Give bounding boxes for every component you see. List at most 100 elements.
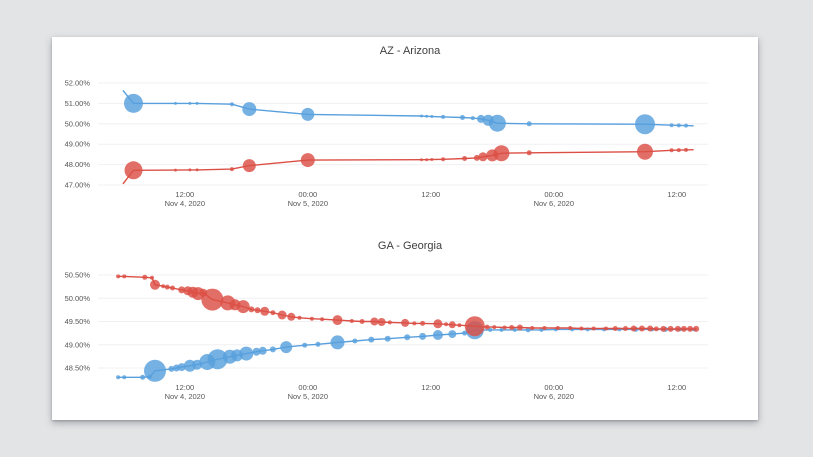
red-data-point[interactable] <box>188 168 192 172</box>
blue-data-point[interactable] <box>177 363 186 372</box>
red-data-point[interactable] <box>653 326 659 332</box>
blue-data-point[interactable] <box>280 341 293 354</box>
red-data-point[interactable] <box>270 310 276 316</box>
red-data-point[interactable] <box>387 320 392 325</box>
blue-data-point[interactable] <box>635 114 655 135</box>
red-data-point[interactable] <box>161 284 166 289</box>
red-data-point[interactable] <box>320 317 325 322</box>
blue-data-point[interactable] <box>448 330 457 339</box>
red-data-point[interactable] <box>684 147 688 152</box>
red-data-point[interactable] <box>526 150 532 156</box>
blue-data-point[interactable] <box>140 374 146 380</box>
red-data-point[interactable] <box>493 145 510 162</box>
red-data-point[interactable] <box>462 156 468 161</box>
arizona-chart-canvas[interactable]: 52.00% 51.00% 50.00% 49.00% 48.00% 47.00% 12:0… <box>52 37 758 215</box>
blue-data-point[interactable] <box>116 375 121 380</box>
blue-data-point[interactable] <box>420 114 423 118</box>
blue-data-point[interactable] <box>174 101 177 105</box>
red-data-point[interactable] <box>242 159 256 173</box>
red-data-point[interactable] <box>637 143 653 160</box>
blue-data-point[interactable] <box>195 101 199 105</box>
red-data-point[interactable] <box>260 306 270 316</box>
blue-data-point[interactable] <box>404 334 411 341</box>
red-data-point[interactable] <box>122 274 127 279</box>
red-data-point[interactable] <box>579 326 584 331</box>
red-data-point[interactable] <box>164 284 170 290</box>
blue-data-point[interactable] <box>669 123 674 128</box>
red-data-point[interactable] <box>441 157 446 162</box>
red-data-point[interactable] <box>248 306 255 313</box>
blue-data-point[interactable] <box>488 327 493 332</box>
red-data-point[interactable] <box>591 326 596 331</box>
red-data-point[interactable] <box>502 325 507 330</box>
red-data-point[interactable] <box>420 320 426 326</box>
blue-data-point[interactable] <box>441 114 446 119</box>
red-data-point[interactable] <box>124 161 143 180</box>
red-data-point[interactable] <box>530 326 535 330</box>
red-data-point[interactable] <box>412 321 417 326</box>
blue-data-point[interactable] <box>242 102 257 117</box>
red-data-point[interactable] <box>425 158 429 162</box>
blue-data-point[interactable] <box>488 114 506 132</box>
blue-data-point[interactable] <box>168 365 175 372</box>
red-data-point[interactable] <box>478 152 488 162</box>
red-data-point[interactable] <box>401 318 410 327</box>
red-data-point[interactable] <box>254 307 261 314</box>
blue-data-point[interactable] <box>525 327 531 333</box>
red-data-point[interactable] <box>300 153 315 168</box>
blue-data-point[interactable] <box>330 335 345 350</box>
blue-data-point[interactable] <box>539 327 544 332</box>
blue-data-point[interactable] <box>352 338 358 344</box>
red-data-point[interactable] <box>623 326 628 331</box>
blue-data-point[interactable] <box>207 349 228 370</box>
blue-data-point[interactable] <box>470 116 475 121</box>
red-data-point[interactable] <box>509 325 515 330</box>
blue-data-point[interactable] <box>269 346 276 353</box>
blue-data-point[interactable] <box>229 102 234 107</box>
red-data-point[interactable] <box>464 316 485 337</box>
red-data-point[interactable] <box>297 315 302 320</box>
blue-data-point[interactable] <box>188 101 192 105</box>
red-data-point[interactable] <box>195 168 199 172</box>
red-data-point[interactable] <box>150 279 160 290</box>
red-data-point[interactable] <box>150 275 154 280</box>
blue-data-point[interactable] <box>239 346 254 361</box>
blue-data-point[interactable] <box>425 114 429 118</box>
red-data-point[interactable] <box>229 167 234 172</box>
blue-data-point[interactable] <box>526 121 532 127</box>
red-data-point[interactable] <box>377 318 386 326</box>
blue-data-point[interactable] <box>419 332 427 340</box>
red-data-point[interactable] <box>674 325 681 332</box>
blue-data-point[interactable] <box>144 359 166 382</box>
red-data-point[interactable] <box>693 325 700 332</box>
red-data-point[interactable] <box>516 324 523 331</box>
red-data-point[interactable] <box>444 322 449 327</box>
blue-data-point[interactable] <box>676 123 681 128</box>
red-data-point[interactable] <box>638 325 645 332</box>
blue-data-point[interactable] <box>512 327 517 332</box>
red-data-point[interactable] <box>660 325 667 332</box>
red-data-point[interactable] <box>457 323 462 328</box>
red-data-point[interactable] <box>680 325 687 332</box>
red-data-point[interactable] <box>484 324 490 330</box>
blue-data-point[interactable] <box>460 115 465 120</box>
red-data-point[interactable] <box>492 325 497 330</box>
red-data-point[interactable] <box>448 321 456 329</box>
red-data-point[interactable] <box>433 319 443 329</box>
blue-data-point[interactable] <box>430 115 434 118</box>
red-data-point[interactable] <box>669 148 674 153</box>
red-data-point[interactable] <box>667 325 674 332</box>
red-data-point[interactable] <box>370 317 379 326</box>
blue-data-point[interactable] <box>122 375 127 380</box>
red-data-point[interactable] <box>116 274 121 279</box>
blue-data-point[interactable] <box>368 336 375 343</box>
red-data-point[interactable] <box>174 168 177 172</box>
red-data-point[interactable] <box>687 325 694 332</box>
red-data-point[interactable] <box>170 285 175 291</box>
blue-data-point[interactable] <box>315 341 321 347</box>
blue-data-point[interactable] <box>499 327 504 332</box>
red-data-point[interactable] <box>647 325 654 332</box>
red-data-point[interactable] <box>332 315 343 326</box>
red-data-point[interactable] <box>630 325 637 332</box>
